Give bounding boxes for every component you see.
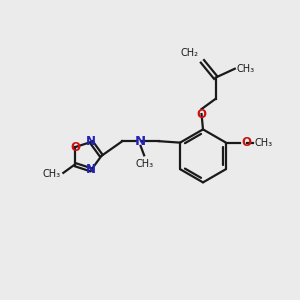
Text: CH₃: CH₃ [236,64,254,74]
Text: CH₃: CH₃ [42,169,60,179]
Text: O: O [70,141,80,154]
Text: O: O [196,108,206,121]
Text: N: N [86,135,96,148]
Text: CH₃: CH₃ [254,138,272,148]
Text: N: N [86,164,96,176]
Text: CH₂: CH₂ [181,48,199,58]
Text: N: N [135,135,146,148]
Text: CH₃: CH₃ [135,159,153,169]
Text: O: O [241,136,251,149]
